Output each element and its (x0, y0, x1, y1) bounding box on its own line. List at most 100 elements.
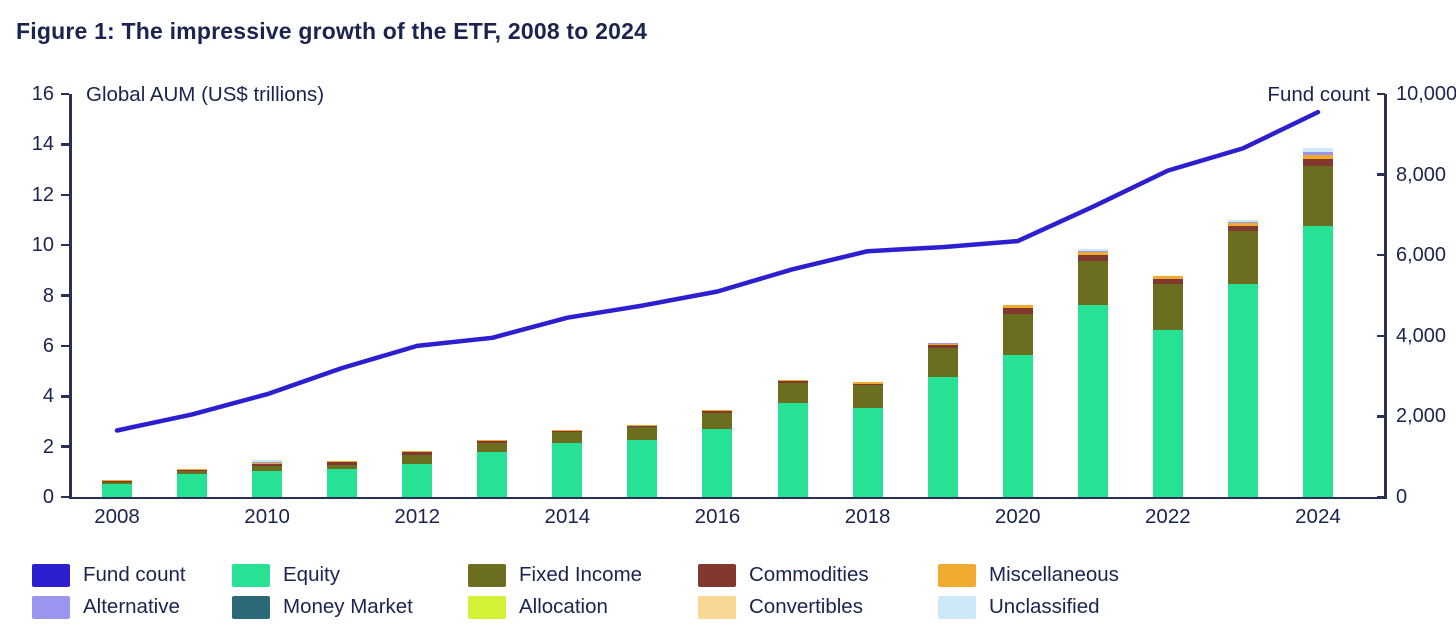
bar-segment-equity (1077, 305, 1108, 497)
bar-segment-equity (177, 474, 208, 497)
legend-swatch-icon (468, 563, 506, 587)
right-axis-tick (1377, 173, 1385, 176)
bar-segment-fixed-income (1302, 165, 1333, 227)
legend-swatch-icon (938, 563, 976, 587)
x-axis-label: 2010 (244, 505, 290, 528)
bar-segment-equity (1302, 226, 1333, 497)
bar-segment-fixed-income (102, 481, 132, 485)
right-axis-tick (1377, 334, 1385, 338)
bar-segment-equity (327, 469, 358, 497)
right-axis-title: Fund count (1267, 83, 1370, 106)
left-axis-tick-label: 16 (31, 83, 54, 105)
bar-segment-miscellaneous (552, 430, 583, 431)
bar-segment-equity (1152, 330, 1183, 497)
bar-segment-commodities (1227, 226, 1258, 232)
bar-segment-fixed-income (1152, 284, 1183, 330)
legend-item-miscellaneous: Miscellaneous (938, 563, 1446, 587)
bar-segment-commodities (177, 470, 208, 472)
x-axis-label: 2020 (994, 505, 1041, 528)
figure-title: Figure 1: The impressive growth of the E… (16, 18, 648, 44)
bar-segment-equity (627, 439, 658, 497)
bar-segment-unclassified (1302, 148, 1333, 152)
right-axis-tick-label: 6,000 (1396, 244, 1447, 267)
x-axis-label: 2024 (1295, 505, 1341, 528)
bar-segment-miscellaneous (1077, 251, 1108, 255)
legend-item-convertibles: Convertibles (698, 595, 938, 619)
right-axis-tick (1377, 253, 1385, 257)
bar-segment-fixed-income (477, 442, 508, 452)
bar-segment-fixed-income (702, 413, 733, 429)
bar-segment-fixed-income (552, 432, 583, 443)
left-axis-tick (61, 143, 69, 146)
bar-2021 (1077, 249, 1108, 497)
bar-2016 (702, 409, 733, 497)
bar-segment-equity (402, 464, 433, 497)
legend-swatch-icon (468, 595, 506, 619)
right-axis-tick-label: 10,000 (1396, 83, 1456, 105)
bar-segment-commodities (252, 463, 283, 466)
bar-segment-unclassified (1077, 249, 1108, 251)
bar-segment-miscellaneous (1227, 223, 1258, 227)
x-axis-label: 2014 (544, 505, 591, 528)
bar-2023 (1227, 219, 1258, 497)
bar-2010 (252, 459, 283, 497)
legend-item-equity: Equity (232, 563, 468, 587)
left-axis-tick-label: 2 (42, 435, 54, 458)
bar-segment-miscellaneous (402, 451, 433, 453)
bar-segment-equity (102, 484, 132, 497)
bar-segment-commodities (627, 426, 658, 428)
left-axis-title: Global AUM (US$ trillions) (86, 83, 325, 106)
legend-item-unclassified: Unclassified (938, 595, 1446, 619)
right-axis-tick (1377, 92, 1385, 96)
legend-swatch-icon (698, 595, 736, 619)
bar-segment-fixed-income (402, 454, 433, 465)
legend-label: Alternative (83, 595, 180, 618)
bar-segment-fixed-income (852, 385, 883, 408)
left-axis-tick-label: 10 (31, 234, 54, 257)
bar-segment-commodities (777, 381, 808, 383)
bar-segment-fixed-income (1227, 231, 1258, 285)
x-axis-label: 2012 (394, 505, 441, 528)
right-axis-tick (1377, 415, 1385, 418)
bar-2015 (627, 425, 658, 497)
bar-2022 (1152, 275, 1183, 497)
right-axis-line (1384, 94, 1387, 499)
legend-item-allocation: Allocation (468, 595, 698, 619)
bar-segment-fixed-income (777, 382, 808, 404)
bar-segment-miscellaneous (1152, 275, 1183, 280)
bar-segment-equity (852, 407, 883, 497)
left-axis-tick-label: 0 (42, 486, 54, 508)
legend-swatch-icon (232, 563, 270, 587)
x-axis-label: 2008 (94, 505, 140, 528)
legend-label: Convertibles (749, 595, 863, 618)
bar-segment-fixed-income (1002, 313, 1033, 355)
left-axis-tick (61, 243, 69, 247)
left-axis-line (69, 94, 72, 499)
bar-segment-miscellaneous (852, 382, 883, 384)
bar-segment-alternative (477, 439, 508, 441)
legend-label: Commodities (749, 563, 869, 586)
bar-segment-equity (927, 377, 958, 497)
legend-label: Unclassified (989, 595, 1100, 618)
bar-2018 (852, 382, 883, 497)
x-axis-label: 2016 (694, 505, 741, 528)
legend-label: Equity (283, 563, 340, 586)
bar-segment-miscellaneous (1302, 154, 1333, 159)
left-axis-tick-label: 4 (42, 385, 54, 408)
bar-2009 (177, 468, 208, 497)
right-axis-tick-label: 4,000 (1396, 324, 1447, 347)
left-axis-tick (61, 294, 69, 297)
legend-item-alternative: Alternative (32, 595, 232, 619)
right-axis-tick-label: 2,000 (1396, 405, 1447, 428)
bar-segment-commodities (852, 383, 883, 386)
bar-segment-equity (1227, 284, 1258, 497)
left-axis-tick (61, 445, 69, 448)
bar-segment-alternative (402, 450, 433, 452)
bar-segment-miscellaneous (777, 379, 808, 382)
left-axis-tick (61, 193, 69, 196)
bar-segment-commodities (327, 462, 358, 465)
bar-segment-unclassified (1227, 219, 1258, 222)
legend-swatch-icon (232, 595, 270, 619)
bar-segment-fixed-income (177, 471, 208, 475)
